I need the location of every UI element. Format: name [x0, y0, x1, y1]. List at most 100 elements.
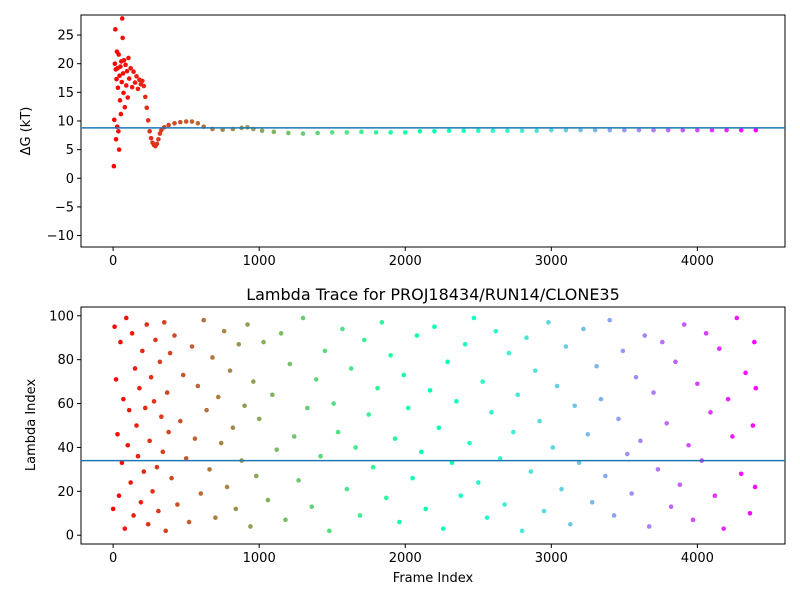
bottom-data-point [327, 528, 332, 534]
bottom-data-point [655, 467, 661, 472]
bottom-data-point [497, 456, 503, 461]
bottom-data-point [392, 436, 398, 441]
bottom-data-point [151, 399, 157, 404]
bottom-data-point [270, 392, 275, 398]
bottom-data-point [436, 425, 442, 430]
bottom-data-point [256, 416, 262, 422]
bottom-data-point [213, 515, 218, 520]
bottom-data-point [681, 322, 687, 327]
bottom-data-point [138, 500, 144, 505]
top-data-point [112, 61, 118, 66]
bottom-data-point [144, 322, 150, 327]
bottom-data-point [156, 508, 161, 514]
top-data-point [145, 118, 151, 123]
bottom-data-point [137, 385, 142, 391]
bottom-data-point [236, 342, 242, 347]
bottom-data-point [305, 405, 310, 411]
bottom-y-tick-label: 40 [57, 441, 74, 456]
top-data-point [120, 71, 126, 76]
bottom-data-point [129, 331, 135, 336]
bottom-data-point [677, 482, 683, 488]
top-data-point [534, 128, 539, 134]
bottom-data-point [660, 339, 665, 345]
bottom-data-point [550, 445, 556, 450]
bottom-x-axis-label: Frame Index [393, 571, 474, 586]
top-data-point [519, 128, 525, 134]
bottom-data-point [128, 480, 133, 485]
top-data-point [154, 141, 160, 147]
bottom-data-point [738, 471, 744, 477]
bottom-data-point [432, 324, 437, 330]
bottom-data-point [167, 350, 173, 356]
bottom-data-point [154, 464, 160, 470]
top-data-point [116, 147, 122, 152]
top-y-tick-label: 25 [57, 29, 74, 44]
bottom-data-point [589, 500, 595, 505]
top-y-tick-label: 0 [66, 172, 74, 187]
bottom-data-point [668, 504, 674, 509]
bottom-data-point [462, 342, 468, 347]
bottom-data-point [210, 355, 215, 360]
bottom-data-point [309, 504, 315, 509]
top-data-point [417, 128, 423, 134]
bottom-data-point [712, 493, 718, 499]
top-data-point [134, 73, 139, 79]
top-data-point [124, 68, 130, 74]
bottom-data-point [291, 434, 297, 439]
top-data-point [117, 73, 122, 79]
bottom-data-point [115, 431, 120, 437]
top-data-point [195, 120, 201, 126]
bottom-data-point [576, 460, 582, 466]
top-data-point [344, 130, 350, 135]
top-data-point [622, 127, 627, 133]
bottom-data-point [122, 526, 128, 531]
bottom-data-point [318, 453, 323, 459]
top-data-point [116, 52, 121, 57]
bottom-data-point [646, 524, 652, 529]
bottom-data-point [506, 350, 512, 356]
top-scatter-points [111, 16, 759, 169]
top-data-point [490, 128, 496, 134]
top-data-point [259, 128, 265, 134]
bottom-data-point [620, 348, 626, 354]
top-data-point [121, 90, 126, 96]
bottom-data-point [567, 521, 573, 527]
top-data-point [125, 95, 131, 100]
bottom-data-point [224, 484, 230, 490]
bottom-data-point [734, 315, 740, 321]
bottom-data-point [440, 526, 446, 531]
top-data-point [172, 120, 177, 126]
top-data-point [475, 128, 481, 134]
top-data-point [111, 163, 117, 169]
bottom-data-point [278, 331, 284, 336]
bottom-data-point [353, 445, 358, 450]
top-data-point [112, 117, 117, 123]
bottom-data-point [119, 460, 125, 466]
top-data-point [189, 119, 195, 124]
top-data-point [132, 80, 138, 85]
bottom-data-point [192, 436, 198, 441]
top-data-point [636, 127, 642, 133]
bottom-data-point [227, 368, 233, 373]
top-data-point [753, 127, 759, 133]
bottom-data-point [546, 320, 551, 325]
top-data-point [300, 131, 306, 136]
top-data-point [140, 78, 145, 84]
bottom-data-point [134, 423, 139, 428]
bottom-data-point [313, 377, 319, 382]
bottom-data-point [218, 440, 224, 446]
top-data-point [121, 57, 127, 63]
top-x-tick-label: 3000 [535, 254, 568, 269]
bottom-data-point [519, 528, 525, 534]
bottom-data-point [161, 320, 167, 325]
top-data-point [607, 127, 613, 133]
bottom-data-point [207, 467, 212, 472]
bottom-data-point [410, 475, 415, 481]
bottom-data-point [153, 337, 158, 343]
bottom-data-point [515, 392, 521, 398]
bottom-data-point [458, 493, 464, 499]
bottom-data-point [554, 383, 560, 389]
top-x-tick-label: 2000 [389, 254, 422, 269]
bottom-data-point [475, 480, 481, 485]
bottom-x-tick-label: 0 [109, 551, 117, 566]
